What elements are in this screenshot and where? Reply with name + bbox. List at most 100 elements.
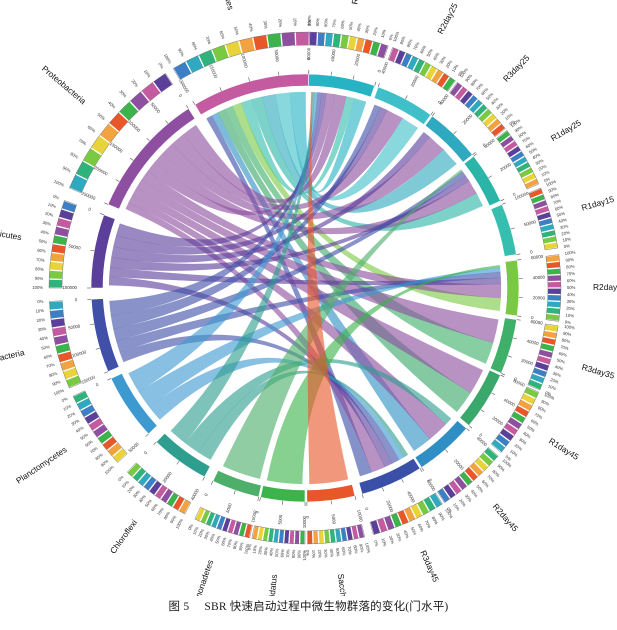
percent-tick-label: 40% [531,152,541,161]
chord-segment[interactable] [490,203,517,257]
axis-tick-label: 0 [530,249,534,254]
chord-segment[interactable] [373,86,432,125]
axis-tick [374,81,377,86]
percent-tick-label: 80% [352,545,359,554]
axis-tick [381,487,384,492]
percent-ring-block [307,530,313,544]
percent-tick-label: 90% [52,379,62,387]
chord-segment[interactable] [414,420,467,468]
percent-tick-label: 40% [248,23,255,32]
percent-tick-label: 70% [486,474,496,484]
axis-tick-label: 0 [427,478,433,483]
axis-tick-label: 0 [513,376,518,382]
axis-tick [361,494,364,499]
percent-ring-block [524,387,539,399]
percent-ring-block [528,188,543,198]
axis-tick [129,157,134,161]
percent-ring-block [541,230,556,238]
chord-segment[interactable] [212,469,262,498]
percent-tick-label: 100% [174,518,184,530]
percent-tick-label: 0% [61,396,69,403]
chord-segment[interactable] [107,108,196,210]
percent-ring-block [60,359,76,371]
percent-ring-block [61,201,77,213]
chord-segment[interactable] [489,317,517,374]
axis-tick [401,478,404,483]
axis-tick [468,425,473,429]
percent-tick-label: 70% [521,135,531,144]
percent-tick-label: 30% [262,20,268,29]
percent-ring-block [257,526,264,541]
figure-caption: 图 5 SBR 快速启动过程中微生物群落的变化(门水平) [0,598,617,614]
percent-ring-block [317,32,325,46]
percent-tick-label: 100% [53,179,65,188]
percent-ring-block [419,62,431,77]
axis-tick-label: 60000 [530,319,543,326]
percent-tick-label: 90% [563,331,572,337]
axis-tick-label: 40000 [406,490,416,504]
segment-label: Proteobacteria [40,63,88,106]
axis-tick [192,100,196,105]
percent-ring-block [507,417,522,430]
chord-segment[interactable] [155,432,211,478]
chord-segment[interactable] [459,369,501,426]
percent-tick-label: 0% [457,69,465,77]
axis-tick-label: 100000 [62,285,77,290]
chord-segment[interactable] [110,372,158,435]
percent-tick-label: 60% [219,30,226,40]
chord-diagram-figure: 0 5000 10000 0% 10% 20% 30% 40% 50% 60% 70% 80% 90% 1… [0,0,617,596]
axis-tick-label: 0 [254,510,260,514]
percent-ring-block [442,77,455,92]
percent-tick-label: 40% [567,292,576,297]
percent-tick-label: 100% [564,250,576,256]
percent-ring-block [429,493,442,508]
percent-tick-label: 10% [35,308,44,314]
axis-tick [491,392,496,396]
caption-text: SBR 快速启动过程中微生物群落的变化(门水平) [204,601,449,613]
chord-segment[interactable] [463,155,501,207]
percent-ring-block [431,69,444,84]
chord-segment[interactable] [306,484,356,503]
percent-tick-label: 30% [42,220,52,227]
percent-ring-block [313,530,319,544]
chord-ribbon [111,131,431,263]
axis-tick-label: 0 [143,450,149,456]
percent-tick-label: 70% [226,538,233,548]
segment-label: Gemmatimonadetes [181,558,215,596]
axis-tick [419,468,423,473]
percent-tick-label: 90% [296,550,301,559]
axis-tick [202,476,205,481]
chord-segment[interactable] [308,73,376,98]
percent-tick-label: 20% [130,78,139,88]
percent-ring-block [522,173,536,184]
percent-tick-label: 50% [41,344,51,351]
percent-tick-label: 50% [79,432,89,441]
percent-ring-block [491,439,506,453]
percent-tick-label: 10% [504,112,514,121]
segment-label: Bacteroidetes [213,0,236,11]
chord-segment[interactable] [90,298,120,373]
chord-segment[interactable] [90,214,116,289]
percent-ring-block [195,507,205,522]
percent-ring-outline [194,506,253,539]
percent-tick-label: 100% [459,67,470,79]
chord-ribbon [307,91,349,485]
percent-tick-label: 0% [544,390,552,397]
percent-tick-label: 60% [37,248,46,254]
chord-segment[interactable] [260,485,306,503]
axis-tick-label: 50000 [68,323,81,330]
chord-segment[interactable] [424,115,473,163]
percent-ring-block [93,424,108,438]
chord-segment[interactable] [194,73,310,116]
percent-ring-block [547,288,561,295]
percent-tick-label: 20% [36,317,45,323]
axis-tick-label: 100000 [240,53,249,69]
chord-segment[interactable] [504,259,520,317]
percent-tick-label: 60% [87,124,97,133]
percent-tick-label: 80% [491,469,501,479]
percent-tick-label: 10% [452,502,461,512]
percent-tick-label: 40% [40,229,50,236]
segment-label: R2day35 [593,282,617,292]
percent-ring-block [332,33,341,48]
percent-ring-outline [251,525,306,545]
